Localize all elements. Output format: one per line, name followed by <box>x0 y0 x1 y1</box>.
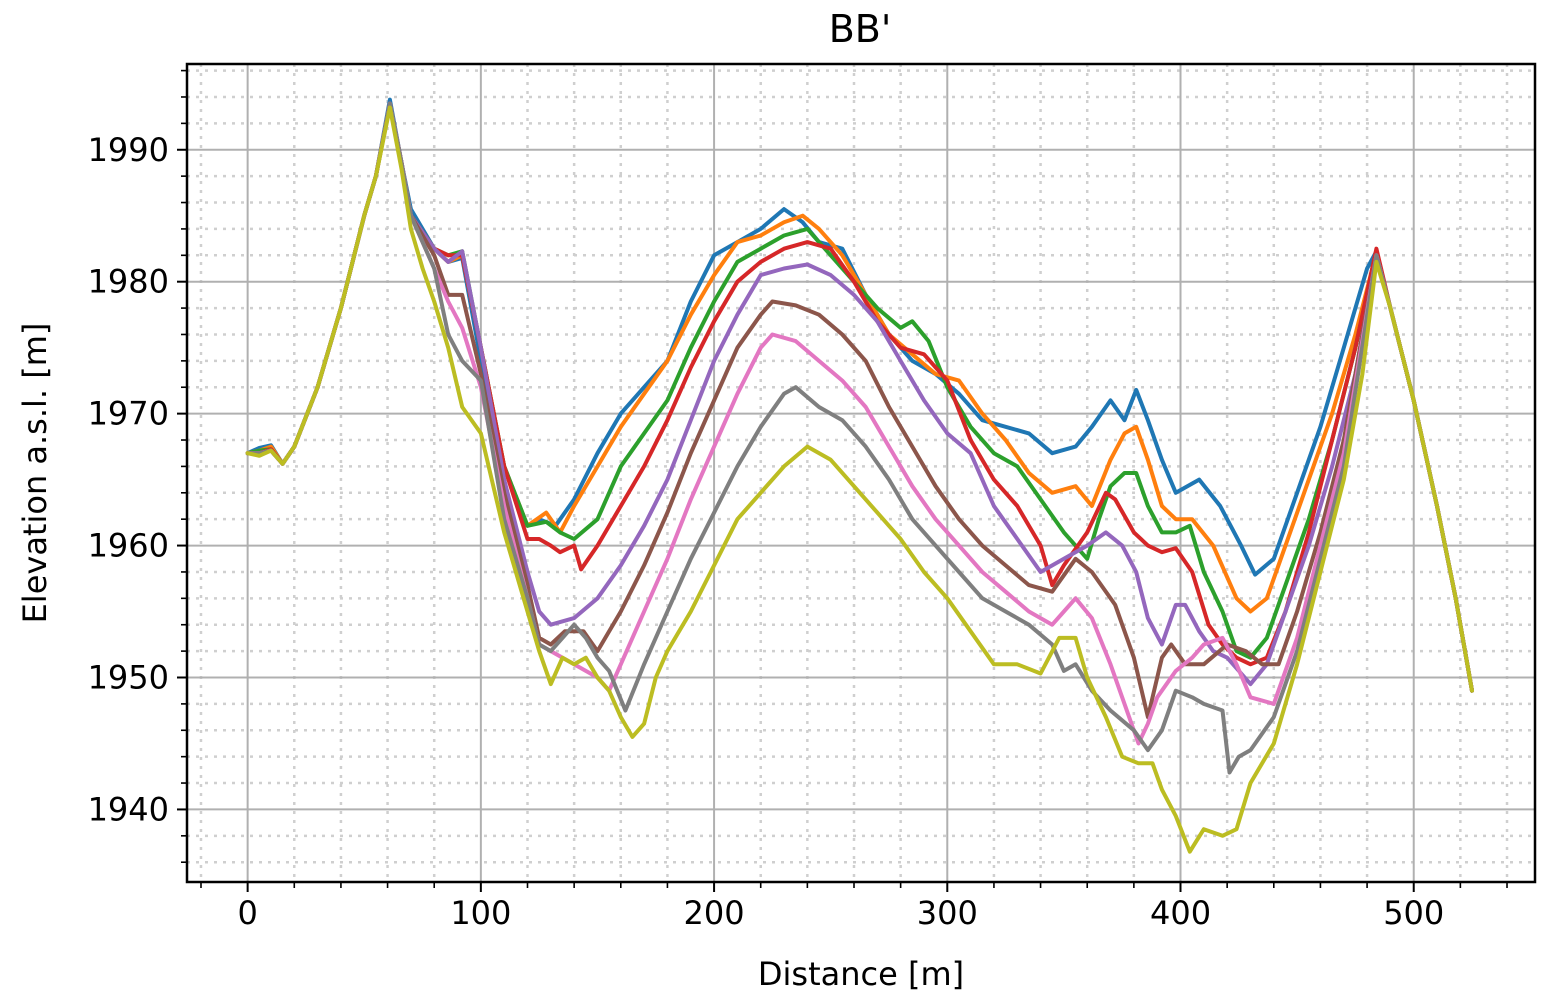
series-line-5 <box>245 101 1474 693</box>
x-tick-label: 400 <box>1150 894 1211 932</box>
x-tick-label: 200 <box>684 894 745 932</box>
axis-ticks: 0 100 200 300 400 500 1940 1950 1960 1970 1980 1990 <box>88 69 1508 932</box>
chart-title: BB' <box>829 7 892 51</box>
y-axis-label: Elevation a.s.l. [m] <box>16 323 54 624</box>
y-tick-label: 1950 <box>88 659 169 697</box>
series-line-9 <box>245 105 1474 854</box>
y-tick-label: 1940 <box>88 790 169 828</box>
y-tick-label: 1970 <box>88 395 169 433</box>
y-tick-label: 1960 <box>88 527 169 565</box>
x-tick-label: 100 <box>450 894 511 932</box>
grid <box>187 64 1535 882</box>
series-line-7 <box>245 101 1474 746</box>
x-tick-label: 500 <box>1383 894 1444 932</box>
y-tick-label: 1980 <box>88 263 169 301</box>
plot-frame <box>185 62 1537 884</box>
x-tick-label: 0 <box>237 894 257 932</box>
series-group <box>245 97 1474 854</box>
y-tick-label: 1990 <box>88 131 169 169</box>
series-line-8 <box>245 101 1474 775</box>
x-tick-label: 300 <box>917 894 978 932</box>
x-axis-label: Distance [m] <box>758 955 964 993</box>
